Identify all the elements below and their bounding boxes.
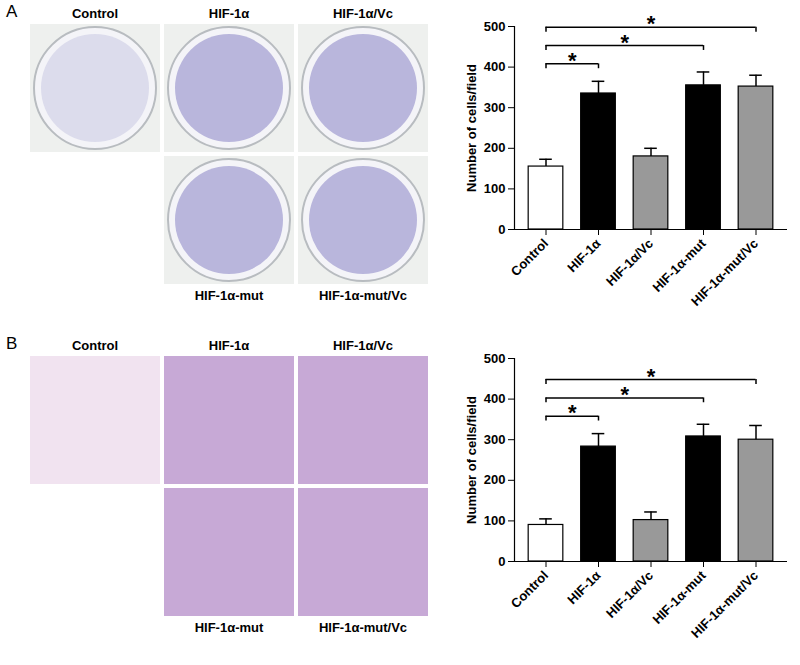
svg-text:Control: Control bbox=[508, 568, 551, 611]
svg-text:HIF-1α: HIF-1α bbox=[209, 338, 250, 353]
svg-text:100: 100 bbox=[484, 181, 506, 196]
svg-text:HIF-1α-mut: HIF-1α-mut bbox=[195, 620, 264, 635]
svg-text:HIF-1α/Vc: HIF-1α/Vc bbox=[603, 236, 656, 289]
svg-text:HIF-1α-mut/Vc: HIF-1α-mut/Vc bbox=[688, 568, 761, 641]
svg-text:200: 200 bbox=[484, 472, 506, 487]
svg-text:0: 0 bbox=[498, 222, 505, 237]
svg-text:HIF-1α: HIF-1α bbox=[564, 568, 603, 607]
svg-text:*: * bbox=[568, 400, 577, 425]
svg-text:400: 400 bbox=[484, 59, 506, 74]
svg-text:300: 300 bbox=[484, 432, 506, 447]
svg-text:100: 100 bbox=[484, 513, 506, 528]
svg-text:HIF-1α: HIF-1α bbox=[564, 236, 603, 275]
svg-text:HIF-1α-mut: HIF-1α-mut bbox=[649, 567, 709, 627]
svg-text:HIF-1α-mut/Vc: HIF-1α-mut/Vc bbox=[688, 236, 761, 309]
svg-text:*: * bbox=[620, 382, 629, 407]
svg-text:HIF-1α-mut: HIF-1α-mut bbox=[195, 288, 264, 303]
svg-text:0: 0 bbox=[498, 554, 505, 569]
svg-text:HIF-1α/Vc: HIF-1α/Vc bbox=[333, 338, 393, 353]
svg-text:Control: Control bbox=[72, 6, 118, 21]
html-text:A: A bbox=[6, 2, 18, 21]
svg-text:*: * bbox=[647, 11, 656, 36]
svg-text:Control: Control bbox=[72, 338, 118, 353]
svg-text:HIF-1α-mut/Vc: HIF-1α-mut/Vc bbox=[319, 620, 407, 635]
svg-text:Control: Control bbox=[508, 236, 551, 279]
svg-text:*: * bbox=[568, 48, 577, 73]
svg-text:Number of cells/field: Number of cells/field bbox=[464, 396, 479, 524]
svg-text:HIF-1α/Vc: HIF-1α/Vc bbox=[333, 6, 393, 21]
svg-text:*: * bbox=[620, 30, 629, 55]
svg-text:HIF-1α-mut: HIF-1α-mut bbox=[649, 235, 709, 295]
svg-text:HIF-1α: HIF-1α bbox=[209, 6, 250, 21]
svg-text:300: 300 bbox=[484, 100, 506, 115]
svg-text:HIF-1α-mut/Vc: HIF-1α-mut/Vc bbox=[319, 288, 407, 303]
svg-text:Number of cells/field: Number of cells/field bbox=[464, 64, 479, 192]
html-text:B: B bbox=[6, 334, 18, 353]
svg-text:HIF-1α/Vc: HIF-1α/Vc bbox=[603, 568, 656, 621]
svg-text:200: 200 bbox=[484, 140, 506, 155]
svg-text:500: 500 bbox=[484, 19, 506, 34]
svg-text:*: * bbox=[647, 364, 656, 389]
svg-text:400: 400 bbox=[484, 391, 506, 406]
svg-text:500: 500 bbox=[484, 351, 506, 366]
